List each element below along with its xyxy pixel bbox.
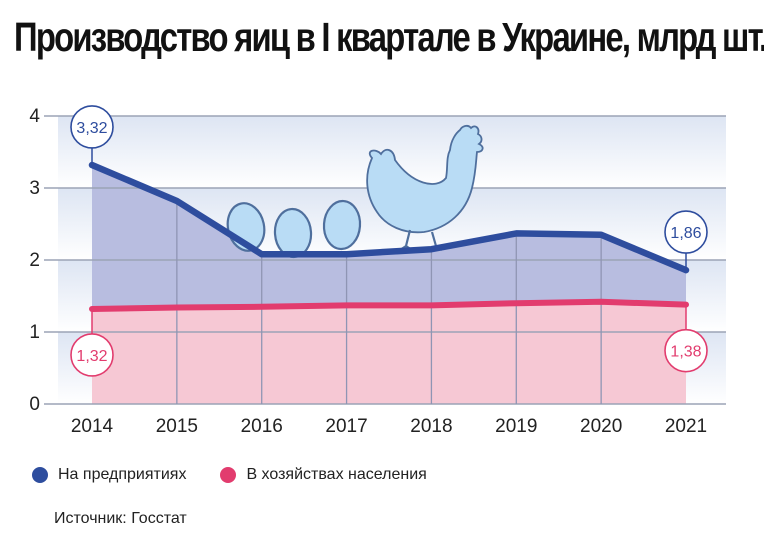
y-tick-label: 1 [29,322,40,343]
callouts: 3,32 1,86 1,32 1,38 [70,105,708,377]
legend-label-households: В хозяйствах населения [246,466,427,483]
source-note: Источник: Госстат [54,510,187,527]
area-fill-households [92,301,686,404]
x-tick-label: 2019 [495,416,537,437]
y-tick-label: 3 [29,178,40,199]
x-tick-label: 2014 [71,416,114,437]
data-label: 1,32 [76,348,107,365]
area-layer [92,165,686,404]
gridlines [44,115,726,405]
series-line-households [89,298,689,312]
data-label: 1,38 [670,344,701,361]
callout-circle [664,328,708,373]
series-line-enterprises [88,161,690,274]
legend-item-enterprises: На предприятиях [32,466,186,484]
x-tick-label: 2017 [325,416,367,437]
x-tick-label: 2016 [241,416,283,437]
legend-item-households: В хозяйствах населения [220,466,427,484]
series-lines [88,161,690,312]
legend: На предприятиях В хозяйствах населения [32,466,461,484]
callout-circle [70,105,114,149]
data-label: 3,32 [76,120,107,137]
area-fill-enterprises [92,165,686,309]
y-tick-label: 4 [29,106,40,127]
callout-circle [664,210,708,254]
callout-circle [70,333,114,377]
tick-labels: 0 1 2 3 4 2014 2015 2016 2017 2018 2019 2020 2021 [29,106,707,437]
x-tick-label: 2018 [410,416,452,437]
legend-label-enterprises: На предприятиях [58,466,187,483]
y-tick-label: 0 [29,394,40,415]
data-label: 1,86 [670,225,701,242]
egg-icon [322,199,362,251]
legend-swatch-households [220,467,237,483]
y-tick-label: 2 [29,250,40,271]
x-tick-label: 2015 [156,416,198,437]
legend-swatch-enterprises [32,467,48,483]
x-tick-label: 2020 [580,416,622,437]
x-tick-label: 2021 [665,416,707,437]
